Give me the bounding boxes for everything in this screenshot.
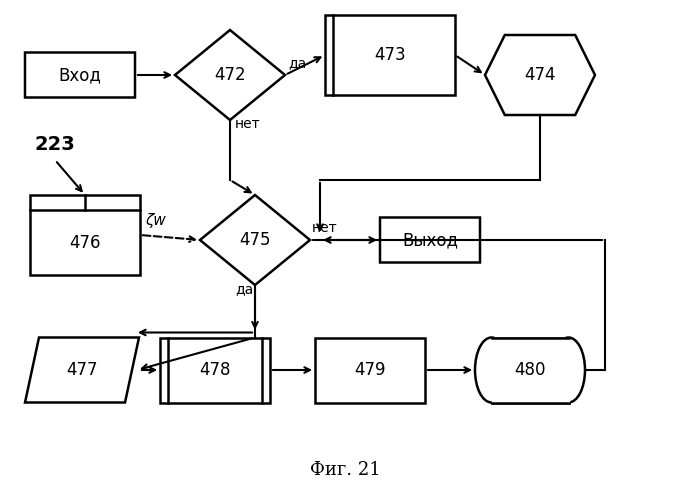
FancyBboxPatch shape bbox=[25, 52, 135, 98]
Text: 480: 480 bbox=[514, 361, 546, 379]
Text: 474: 474 bbox=[524, 66, 555, 84]
Text: Вход: Вход bbox=[59, 66, 101, 84]
Text: 223: 223 bbox=[34, 136, 75, 154]
Polygon shape bbox=[25, 338, 139, 402]
Text: 479: 479 bbox=[354, 361, 386, 379]
Text: Выход: Выход bbox=[402, 231, 458, 249]
Bar bbox=[491, 338, 569, 402]
FancyBboxPatch shape bbox=[380, 218, 480, 262]
Bar bbox=[325, 15, 455, 95]
Text: 475: 475 bbox=[239, 231, 270, 249]
Bar bbox=[491, 338, 569, 402]
Text: 478: 478 bbox=[199, 361, 230, 379]
Bar bbox=[30, 195, 140, 275]
Polygon shape bbox=[200, 195, 310, 285]
Polygon shape bbox=[485, 35, 595, 115]
Bar bbox=[160, 338, 270, 402]
Text: нет: нет bbox=[235, 117, 261, 131]
Text: да: да bbox=[235, 282, 253, 296]
Text: нет: нет bbox=[312, 221, 337, 235]
Text: 477: 477 bbox=[66, 361, 98, 379]
Ellipse shape bbox=[552, 338, 585, 402]
Text: 473: 473 bbox=[374, 46, 406, 64]
Polygon shape bbox=[175, 30, 285, 120]
Ellipse shape bbox=[475, 338, 508, 402]
Text: да: да bbox=[288, 56, 306, 70]
Text: Фиг. 21: Фиг. 21 bbox=[310, 461, 380, 479]
Text: ζw: ζw bbox=[145, 213, 166, 228]
Text: 476: 476 bbox=[69, 234, 101, 252]
Text: 472: 472 bbox=[214, 66, 246, 84]
Bar bbox=[315, 338, 425, 402]
